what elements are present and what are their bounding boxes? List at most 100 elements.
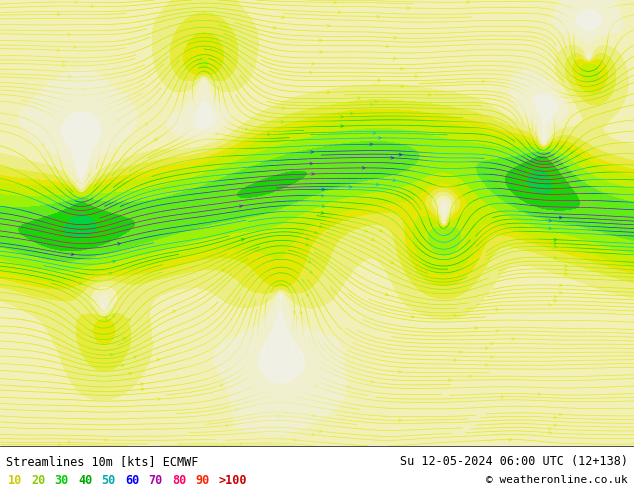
FancyArrowPatch shape [240, 205, 242, 208]
FancyArrowPatch shape [554, 256, 557, 259]
FancyArrowPatch shape [559, 413, 562, 416]
FancyArrowPatch shape [459, 351, 462, 353]
FancyArrowPatch shape [41, 143, 44, 146]
FancyArrowPatch shape [378, 137, 381, 139]
FancyArrowPatch shape [245, 128, 248, 130]
FancyArrowPatch shape [306, 243, 309, 245]
FancyArrowPatch shape [268, 133, 270, 136]
FancyArrowPatch shape [105, 439, 108, 441]
FancyArrowPatch shape [80, 121, 83, 124]
Text: 70: 70 [148, 474, 162, 487]
FancyArrowPatch shape [351, 112, 353, 115]
FancyArrowPatch shape [215, 132, 218, 135]
FancyArrowPatch shape [548, 303, 552, 306]
FancyArrowPatch shape [121, 364, 124, 367]
FancyArrowPatch shape [57, 13, 60, 16]
FancyArrowPatch shape [491, 356, 493, 358]
FancyArrowPatch shape [82, 94, 85, 97]
FancyArrowPatch shape [554, 299, 557, 302]
FancyArrowPatch shape [309, 71, 313, 74]
FancyArrowPatch shape [564, 269, 567, 271]
FancyArrowPatch shape [362, 167, 365, 169]
FancyArrowPatch shape [223, 444, 225, 447]
FancyArrowPatch shape [306, 294, 309, 296]
FancyArrowPatch shape [559, 216, 562, 219]
Text: 30: 30 [55, 474, 68, 487]
Text: Su 12-05-2024 06:00 UTC (12+138): Su 12-05-2024 06:00 UTC (12+138) [399, 455, 628, 468]
FancyArrowPatch shape [385, 293, 388, 296]
FancyArrowPatch shape [496, 308, 498, 311]
Text: 90: 90 [195, 474, 209, 487]
FancyArrowPatch shape [319, 225, 322, 228]
FancyArrowPatch shape [334, 1, 337, 4]
FancyArrowPatch shape [512, 338, 514, 340]
FancyArrowPatch shape [172, 311, 176, 313]
FancyArrowPatch shape [386, 45, 389, 48]
FancyArrowPatch shape [141, 388, 144, 391]
FancyArrowPatch shape [448, 379, 451, 382]
FancyArrowPatch shape [282, 107, 285, 109]
FancyArrowPatch shape [83, 88, 86, 91]
FancyArrowPatch shape [309, 270, 313, 273]
FancyArrowPatch shape [501, 395, 504, 398]
FancyArrowPatch shape [235, 409, 238, 411]
FancyArrowPatch shape [129, 372, 132, 375]
FancyArrowPatch shape [554, 238, 557, 241]
Text: 50: 50 [101, 474, 115, 487]
FancyArrowPatch shape [376, 183, 379, 186]
Text: Streamlines 10m [kts] ECMWF: Streamlines 10m [kts] ECMWF [6, 455, 198, 468]
FancyArrowPatch shape [554, 416, 557, 419]
FancyArrowPatch shape [415, 75, 418, 78]
FancyArrowPatch shape [300, 312, 302, 315]
FancyArrowPatch shape [281, 16, 284, 19]
FancyArrowPatch shape [340, 116, 344, 119]
FancyArrowPatch shape [321, 195, 324, 197]
FancyArrowPatch shape [293, 311, 296, 314]
FancyArrowPatch shape [311, 150, 313, 153]
FancyArrowPatch shape [347, 386, 349, 388]
FancyArrowPatch shape [370, 103, 373, 106]
FancyArrowPatch shape [278, 415, 280, 417]
FancyArrowPatch shape [491, 343, 493, 345]
FancyArrowPatch shape [548, 227, 552, 230]
FancyArrowPatch shape [320, 50, 323, 53]
FancyArrowPatch shape [401, 67, 403, 70]
FancyArrowPatch shape [62, 64, 65, 67]
FancyArrowPatch shape [112, 260, 115, 263]
FancyArrowPatch shape [482, 80, 484, 83]
FancyArrowPatch shape [394, 36, 397, 39]
FancyArrowPatch shape [377, 15, 380, 18]
FancyArrowPatch shape [310, 162, 313, 165]
FancyArrowPatch shape [564, 265, 567, 267]
FancyArrowPatch shape [554, 245, 557, 248]
FancyArrowPatch shape [554, 424, 557, 426]
FancyArrowPatch shape [134, 356, 137, 359]
FancyArrowPatch shape [314, 385, 317, 387]
FancyArrowPatch shape [559, 284, 562, 287]
FancyArrowPatch shape [428, 94, 431, 96]
FancyArrowPatch shape [127, 319, 130, 322]
FancyArrowPatch shape [79, 282, 82, 284]
FancyArrowPatch shape [62, 60, 65, 63]
FancyArrowPatch shape [71, 253, 74, 256]
Text: 40: 40 [78, 474, 92, 487]
FancyArrowPatch shape [312, 62, 314, 65]
FancyArrowPatch shape [485, 364, 488, 367]
FancyArrowPatch shape [273, 26, 276, 29]
FancyArrowPatch shape [538, 393, 541, 395]
FancyArrowPatch shape [319, 39, 322, 42]
Text: 80: 80 [172, 474, 186, 487]
FancyArrowPatch shape [469, 375, 472, 378]
FancyArrowPatch shape [467, 0, 470, 3]
FancyArrowPatch shape [68, 75, 71, 78]
FancyArrowPatch shape [375, 100, 378, 103]
FancyArrowPatch shape [91, 5, 94, 8]
FancyArrowPatch shape [411, 316, 414, 318]
FancyArrowPatch shape [154, 139, 157, 141]
FancyArrowPatch shape [398, 419, 401, 422]
FancyArrowPatch shape [378, 79, 380, 82]
FancyArrowPatch shape [559, 292, 562, 294]
FancyArrowPatch shape [391, 261, 394, 264]
FancyArrowPatch shape [57, 49, 60, 51]
FancyArrowPatch shape [240, 442, 243, 445]
